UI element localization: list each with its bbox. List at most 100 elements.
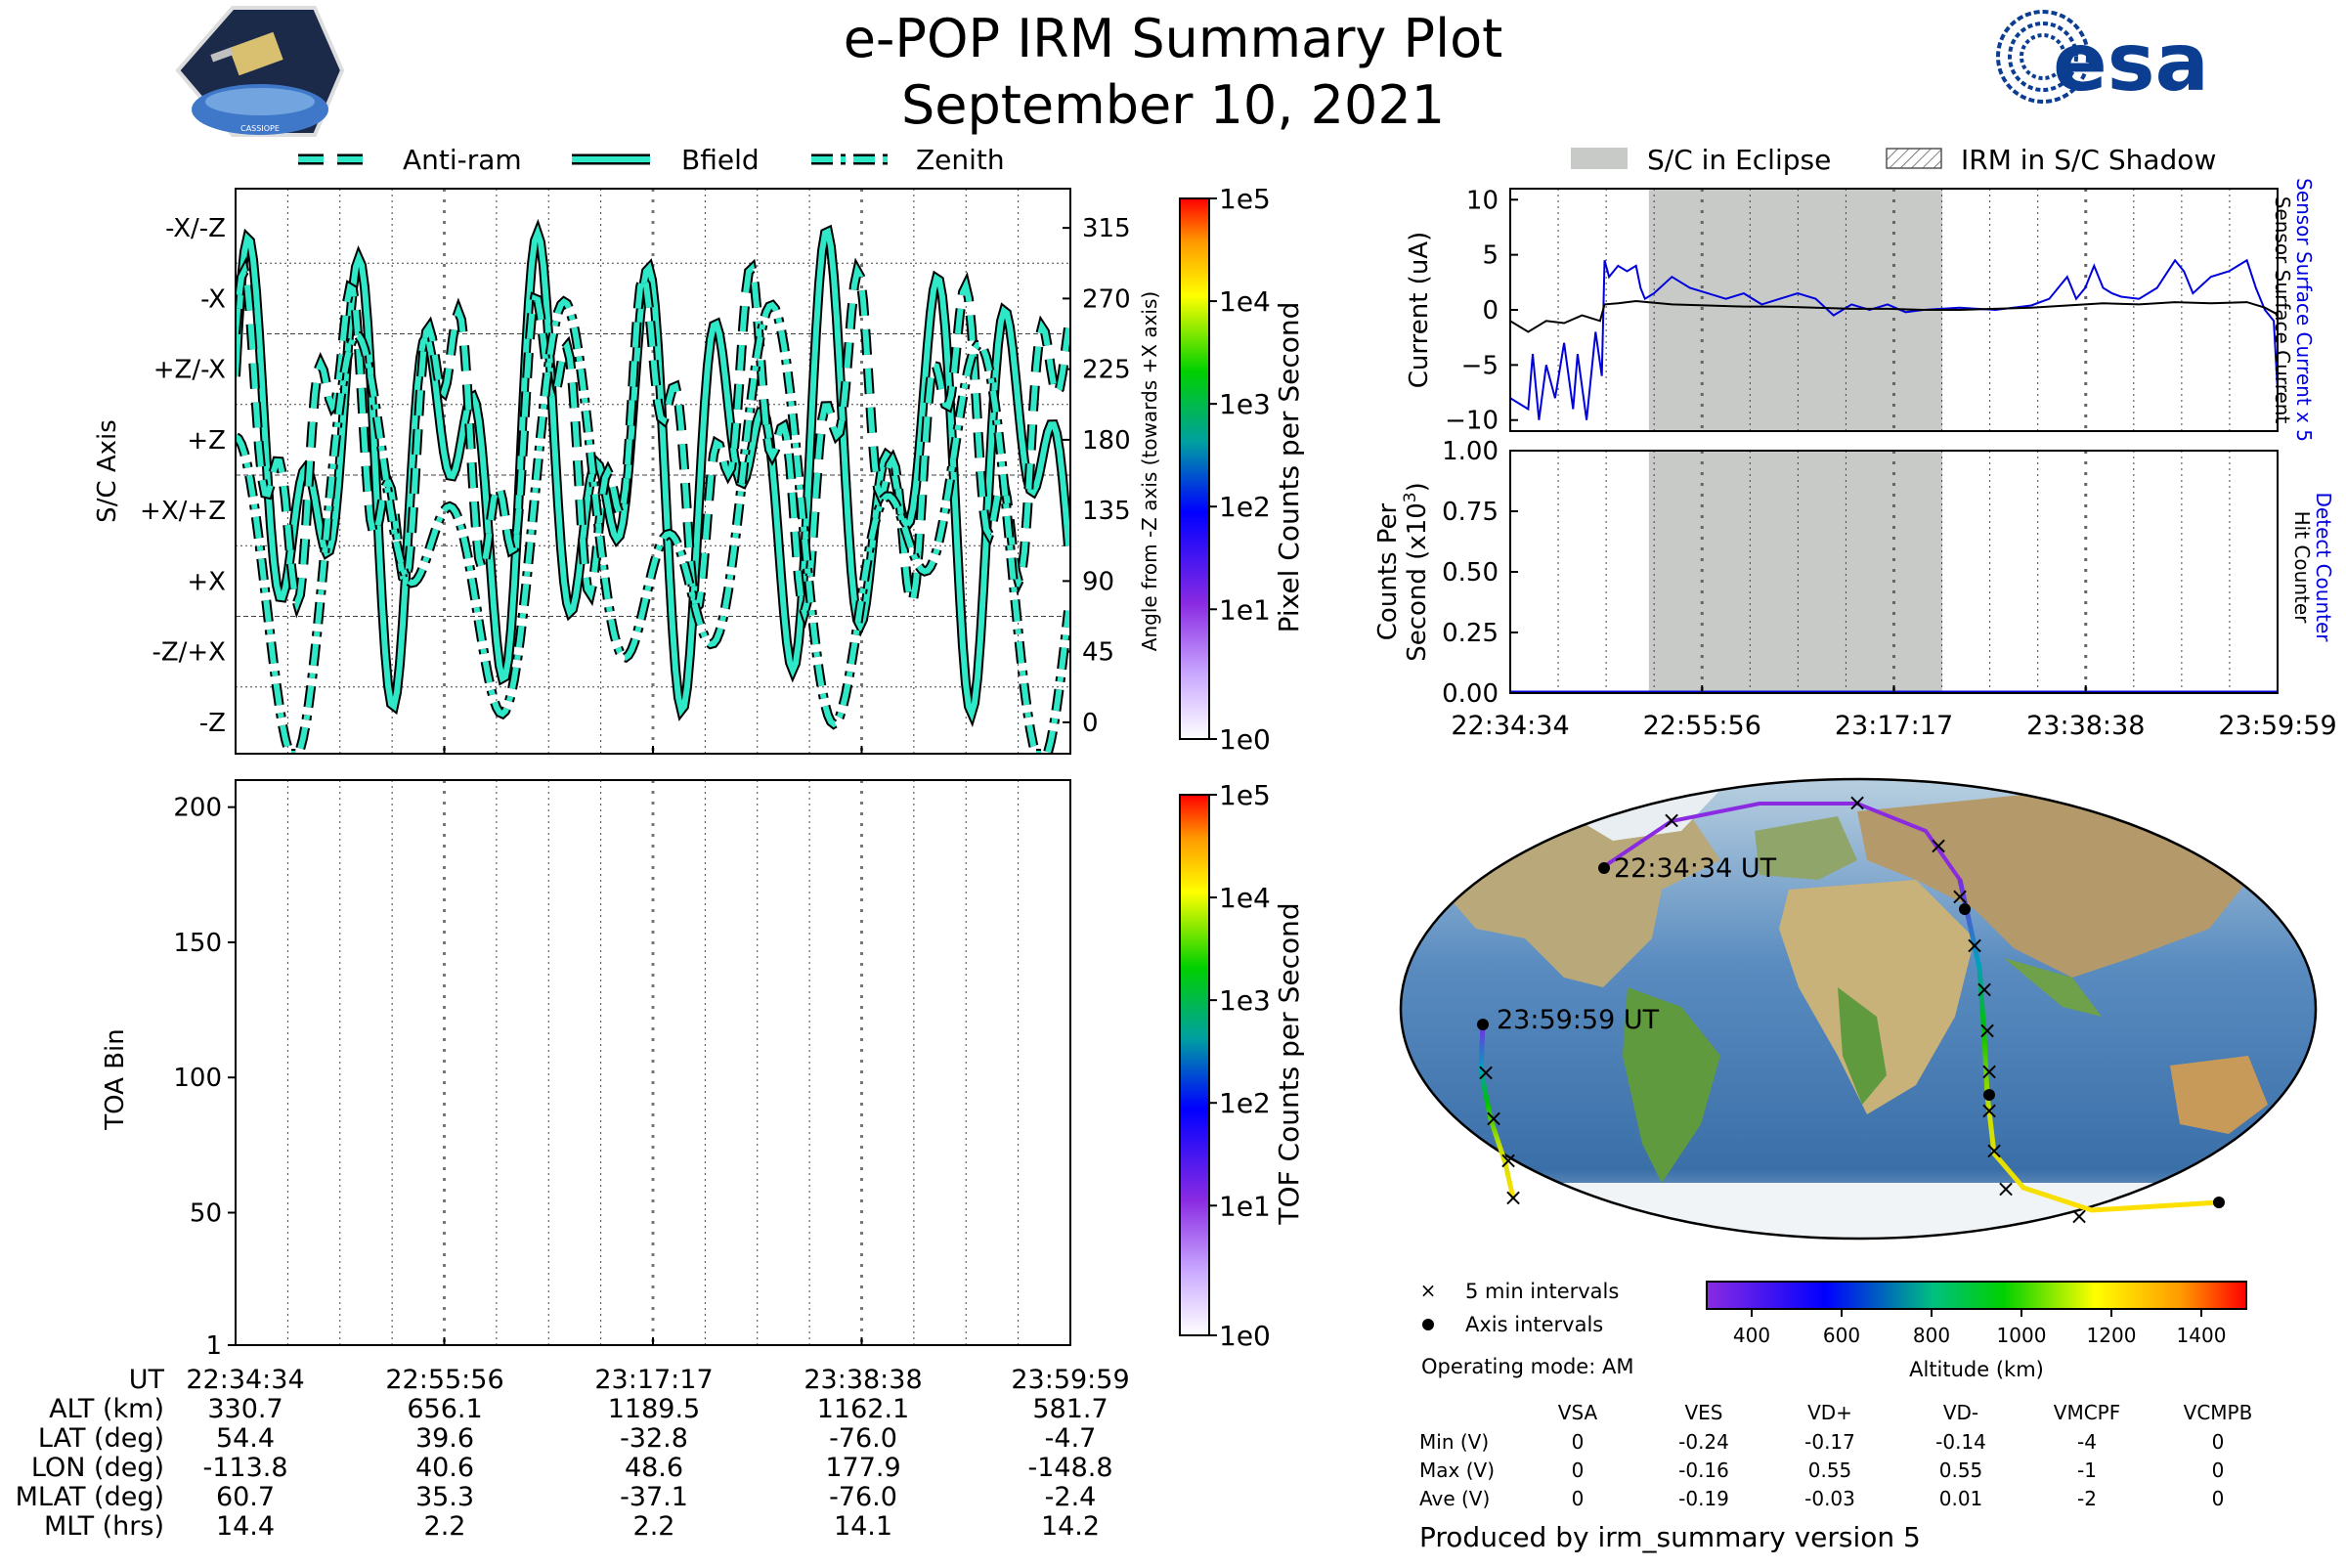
legend-eclipse: S/C in Eclipse — [1647, 144, 1831, 176]
current-right-label-black: Sensor Surface Current — [2271, 196, 2294, 424]
axis-interval-marker — [2213, 1197, 2225, 1208]
altitude-colorbar-ticks: 400 600 800 1000 1200 1400 — [1733, 1309, 2227, 1347]
five-min-marker: × — [2069, 1202, 2089, 1230]
five-min-marker: × — [1979, 1097, 1999, 1124]
ephemeris-cell: 14.1 — [834, 1511, 892, 1542]
voltage-row-label: Max (V) — [1419, 1459, 1495, 1482]
attitude-axis-label: +Z/-X — [153, 356, 226, 385]
bfield-curve — [236, 224, 1070, 722]
voltage-row-label: Min (V) — [1419, 1430, 1489, 1454]
five-min-marker: × — [1996, 1175, 2016, 1202]
current-y-tick-label: 5 — [1482, 241, 1499, 271]
counts-x-tick-label: 23:38:38 — [2026, 711, 2145, 741]
voltage-cell: 0.01 — [1939, 1487, 1983, 1510]
ephemeris-cell: 40.6 — [415, 1453, 474, 1483]
voltage-header: VES — [1684, 1401, 1722, 1424]
pixel-colorbar-tick-label: 1e2 — [1219, 491, 1271, 523]
voltage-row-label: Ave (V) — [1419, 1487, 1490, 1510]
tof-colorbar — [1179, 794, 1210, 1336]
ephemeris-row-label: MLT (hrs) — [44, 1511, 164, 1542]
axis-interval-marker — [1959, 903, 1971, 915]
ephemeris-cell: -76.0 — [829, 1423, 897, 1454]
ephemeris-cell: 177.9 — [825, 1453, 900, 1483]
voltage-cell: 0 — [1572, 1430, 1585, 1454]
anti-ram-curve — [236, 262, 1070, 623]
voltage-cell: -2 — [2077, 1487, 2097, 1510]
current-right-label-blue: Sensor Surface Current x 5 — [2292, 178, 2316, 442]
tof-colorbar-tick-label: 1e3 — [1219, 984, 1271, 1017]
page-title: e-POP IRM Summary Plot — [844, 8, 1503, 69]
operating-mode: Operating mode: AM — [1421, 1355, 1633, 1378]
ephemeris-cell: 48.6 — [625, 1453, 683, 1483]
counts-plot-frame — [1509, 450, 2279, 694]
legend-axis: Axis intervals — [1465, 1313, 1603, 1336]
five-min-marker: × — [1965, 932, 1984, 959]
map-legend: × 5 min intervals Axis intervals Operati… — [1420, 1279, 1634, 1378]
ephemeris-cell: 1162.1 — [817, 1394, 909, 1424]
zenith-curve — [236, 297, 1070, 754]
ephemeris-cell: 2.2 — [633, 1511, 675, 1542]
five-min-marker: × — [1503, 1184, 1523, 1211]
counts-y-tick-label: 1.00 — [1442, 437, 1499, 466]
counts-x-tick-label: 22:55:56 — [1643, 711, 1761, 741]
toa-ylabel: TOA Bin — [101, 1028, 130, 1130]
esa-logo: esa — [1996, 10, 2209, 109]
five-min-marker: × — [1847, 789, 1867, 816]
attitude-ylabel: S/C Axis — [93, 419, 122, 523]
voltage-cell: -0.24 — [1678, 1430, 1729, 1454]
ephemeris-cell: -148.8 — [1027, 1453, 1112, 1483]
pixel-colorbar-ticks: 1e0 1e1 1e2 1e3 1e4 1e5 — [1209, 183, 1271, 756]
voltage-cell: -4 — [2077, 1430, 2097, 1454]
pixel-colorbar-tick-label: 1e4 — [1219, 285, 1271, 318]
voltage-cell: 0 — [1572, 1487, 1585, 1510]
altitude-colorbar-label: Altitude (km) — [1909, 1358, 2044, 1381]
eclipse-band — [1648, 451, 1943, 693]
ephemeris-cell: -2.4 — [1045, 1482, 1097, 1512]
altitude-tick-label: 1400 — [2177, 1324, 2227, 1347]
altitude-tick-label: 800 — [1913, 1324, 1950, 1347]
current-series — [1510, 258, 2278, 420]
orbit-end-label: 23:59:59 UT — [1497, 1005, 1660, 1035]
ephemeris-cell: 23:17:17 — [594, 1365, 713, 1395]
five-min-marker: × — [1484, 1105, 1503, 1132]
five-min-marker: × — [1984, 1137, 2004, 1164]
surface-current-line — [1510, 299, 2278, 333]
axis-interval-marker — [1598, 862, 1610, 874]
ephemeris-cell: 1189.5 — [608, 1394, 700, 1424]
ephemeris-cell: 23:38:38 — [804, 1365, 922, 1395]
five-min-marker: × — [1662, 806, 1681, 834]
tof-colorbar-tick-label: 1e5 — [1219, 779, 1271, 811]
voltage-cell: 0 — [2212, 1487, 2225, 1510]
voltage-header: VMCPF — [2054, 1401, 2120, 1424]
altitude-tick-label: 1200 — [2087, 1324, 2137, 1347]
orbit-map: ×××××××××××××××× 22:34:34 UT 23:59:59 UT — [1399, 777, 2318, 1241]
shadow-swatch — [1886, 148, 1942, 169]
ephemeris-cell: 2.2 — [424, 1511, 466, 1542]
eclipse-legend: S/C in Eclipse IRM in S/C Shadow — [1571, 144, 2216, 176]
counts-y-tick-label: 0.75 — [1442, 498, 1499, 527]
ephemeris-cell: -113.8 — [202, 1453, 287, 1483]
counts-ylabel-line1: Counts Per — [1373, 502, 1403, 640]
ephemeris-cell: -32.8 — [620, 1423, 688, 1454]
altitude-tick-label: 1000 — [1997, 1324, 2047, 1347]
ephemeris-cell: -76.0 — [829, 1482, 897, 1512]
page-date: September 10, 2021 — [901, 74, 1445, 136]
ephemeris-cell: -37.1 — [620, 1482, 688, 1512]
voltage-cell: 0.55 — [1808, 1459, 1852, 1482]
pixel-colorbar-label: Pixel Counts per Second — [1273, 302, 1305, 633]
attitude-right-tick-label: 180 — [1082, 426, 1131, 456]
attitude-legend: Anti-ram Bfield Zenith — [298, 144, 1005, 176]
toa-y-tick-label: 200 — [173, 794, 222, 823]
toa-y-tick-label: 50 — [190, 1198, 222, 1228]
eclipse-swatch — [1571, 148, 1628, 169]
five-min-marker: × — [1977, 1017, 1997, 1044]
voltage-header: VCMPB — [2184, 1401, 2253, 1424]
axis-interval-marker — [1983, 1089, 1995, 1101]
pixel-colorbar-tick-label: 1e0 — [1219, 723, 1271, 756]
attitude-right-ylabel: Angle from -Z axis (towards +X axis) — [1138, 291, 1161, 651]
ephemeris-row-label: ALT (km) — [49, 1394, 164, 1424]
five-min-marker: × — [1950, 883, 1970, 910]
